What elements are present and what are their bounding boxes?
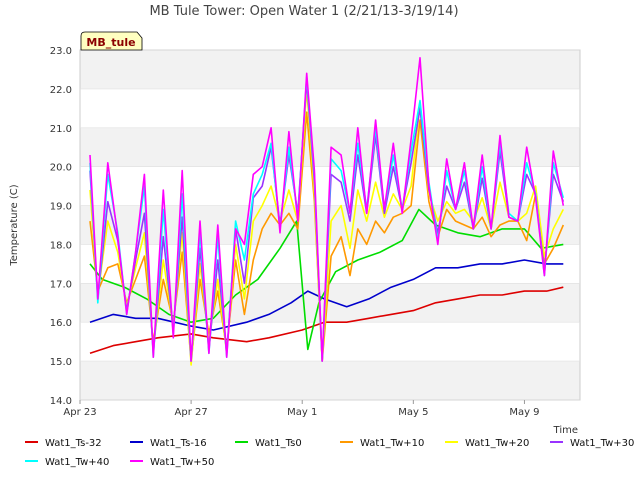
series-line-0 <box>89 286 564 355</box>
x-tick-label: May 9 <box>509 407 539 418</box>
badge-label: MB_tule <box>86 36 135 49</box>
badge-shape <box>80 31 143 51</box>
x-tick-label: May 1 <box>287 407 317 418</box>
y-tick-label: 21.0 <box>50 124 72 135</box>
series-lines <box>89 56 565 366</box>
grid-band <box>80 50 580 89</box>
grid-band <box>80 283 580 323</box>
x-tick-label: Apr 23 <box>63 407 96 418</box>
legend-label: Wat1_Tw+10 <box>360 438 424 449</box>
legend-label: Wat1_Ts0 <box>255 438 302 449</box>
y-tick-label: 14.0 <box>50 396 72 407</box>
legend-label: Wat1_Tw+50 <box>150 457 214 468</box>
y-tick-label: 16.0 <box>50 318 72 329</box>
y-tick-label: 23.0 <box>50 46 72 57</box>
chart-title: MB Tule Tower: Open Water 1 (2/21/13-3/1… <box>149 4 458 19</box>
legend-label: Wat1_Ts-32 <box>45 438 102 449</box>
x-tick-label: Apr 27 <box>175 407 208 418</box>
legend: Wat1_Ts-32 Wat1_Ts-16 Wat1_Ts0 Wat1_Tw+10 Wa… <box>25 438 634 468</box>
y-tick-label: 22.0 <box>50 85 72 96</box>
legend-label: Wat1_Ts-16 <box>150 438 207 449</box>
x-tick-label: May 5 <box>398 407 428 418</box>
grid-band <box>80 361 580 400</box>
series-line-7 <box>89 56 565 362</box>
x-axis: Apr 23 Apr 27 May 1 May 5 May 9 <box>63 400 540 418</box>
legend-label: Wat1_Tw+20 <box>465 438 529 449</box>
y-tick-label: 19.0 <box>50 202 72 213</box>
y-tick-label: 15.0 <box>50 357 72 368</box>
station-badge: MB_tule <box>80 31 143 51</box>
plot-background <box>79 49 581 401</box>
legend-label: Wat1_Tw+30 <box>570 438 634 449</box>
y-tick-label: 20.0 <box>50 163 72 174</box>
y-tick-label: 18.0 <box>50 240 72 251</box>
legend-label: Wat1_Tw+40 <box>45 457 109 468</box>
y-tick-label: 17.0 <box>50 279 72 290</box>
y-axis-label: Temperature (C) <box>9 184 20 266</box>
x-axis-label: Time <box>553 425 578 436</box>
